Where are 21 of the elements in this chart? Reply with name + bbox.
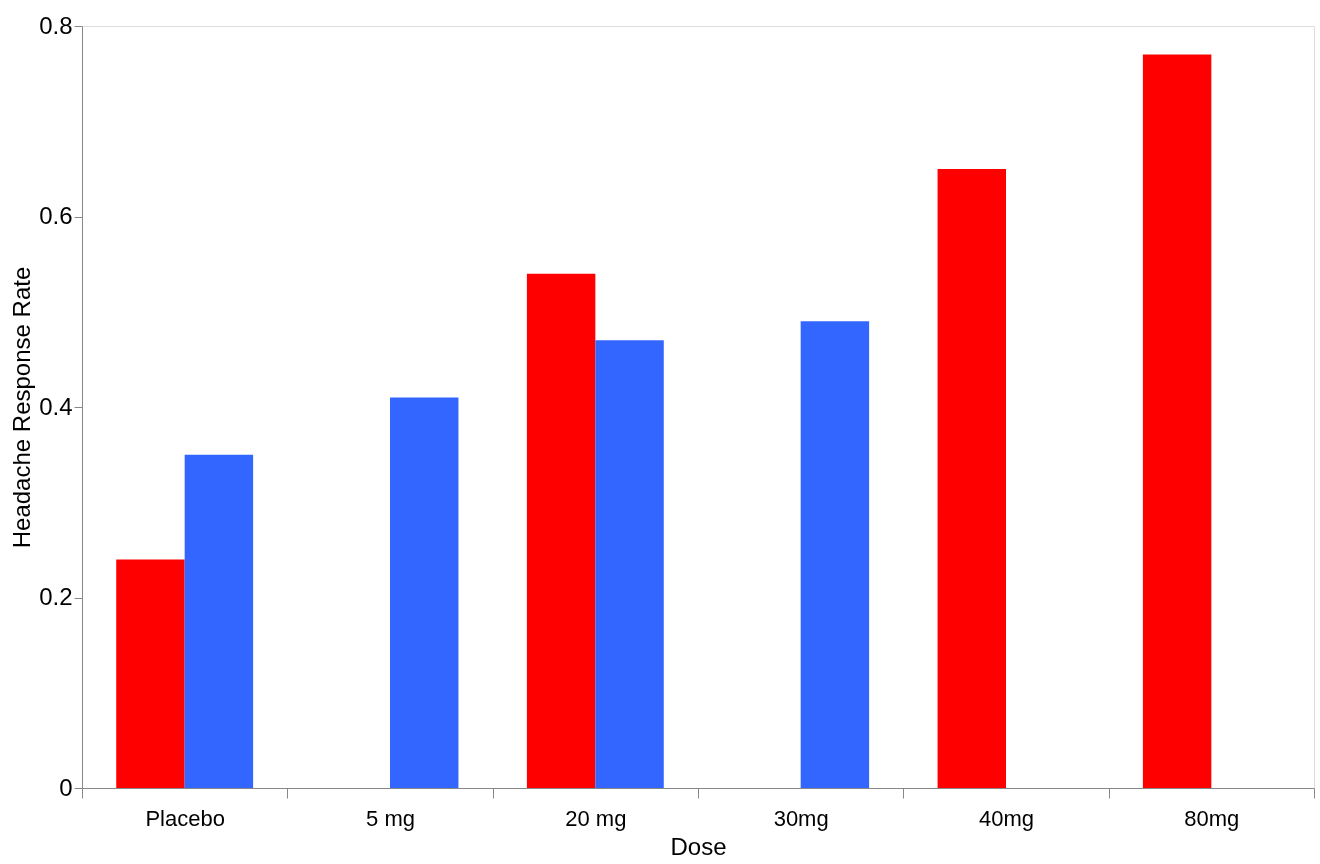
x-tick-label: Placebo xyxy=(145,805,225,831)
bar xyxy=(116,559,185,788)
bar xyxy=(184,454,254,788)
bar xyxy=(800,321,870,788)
bar xyxy=(390,397,459,788)
x-tick-label: 20 mg xyxy=(565,805,627,831)
x-axis-title: Dose xyxy=(670,832,727,860)
bar xyxy=(1142,54,1212,788)
x-tick-label: 80mg xyxy=(1184,805,1240,831)
y-tick-label: 0.4 xyxy=(39,392,73,420)
y-tick-label: 0.2 xyxy=(39,583,73,610)
y-axis-title: Headache Response Rate xyxy=(8,266,36,549)
y-tick-label: 0.6 xyxy=(39,202,73,229)
bar xyxy=(937,168,1006,788)
x-tick-label: 40mg xyxy=(978,805,1035,831)
y-tick-label: 0.8 xyxy=(39,11,73,39)
y-tick-label: 0 xyxy=(59,773,73,801)
bar xyxy=(595,340,664,788)
bar xyxy=(526,273,596,788)
x-tick-label: 5 mg xyxy=(366,805,415,831)
x-tick-label: 30mg xyxy=(773,805,829,831)
